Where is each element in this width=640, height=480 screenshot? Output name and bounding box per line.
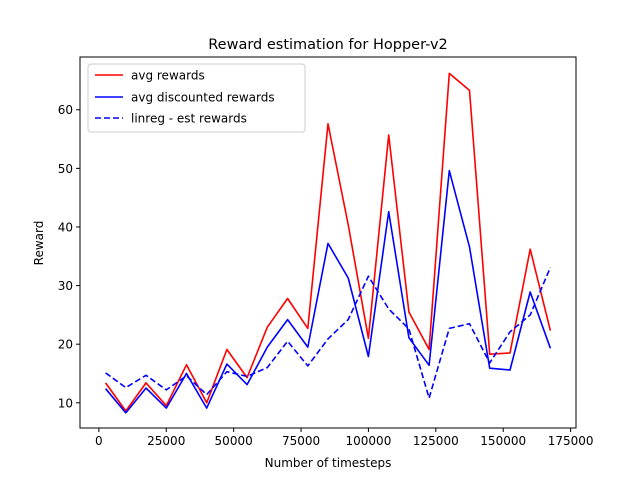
series-line-avg-rewards [104,72,552,412]
x-tick-label: 125000 [413,434,459,448]
x-tick-label: 150000 [480,434,526,448]
x-tick-label: 100000 [346,434,392,448]
legend-label-avg-rewards: avg rewards [131,69,205,83]
y-tick-label: 40 [58,220,73,234]
y-tick-label: 30 [58,279,73,293]
legend-label-linreg-est-rewards: linreg - est rewards [131,112,247,126]
y-axis-label: Reward [32,221,46,266]
legend: avg rewards avg discounted rewards linre… [87,63,306,133]
series-layer [104,72,552,414]
x-tick-label: 25000 [147,434,185,448]
y-tick-label: 20 [58,338,73,352]
plot-frame [79,56,577,429]
legend-box [87,63,306,133]
x-tick-label: 75000 [282,434,320,448]
series-line-linreg-est-rewards [105,267,552,399]
x-tick-label: 175000 [548,434,594,448]
legend-label-avg-discounted-rewards: avg discounted rewards [131,91,275,105]
y-axis-ticks: 10 20 30 40 50 60 [58,103,80,410]
y-tick-label: 50 [58,162,73,176]
x-tick-label: 0 [95,434,103,448]
y-tick-label: 60 [58,103,73,117]
x-axis-label: Number of timesteps [265,456,392,470]
series-line-avg-discounted-rewards [104,169,552,414]
x-axis-ticks: 0 25000 50000 75000 100000 125000 150000 175000 [95,428,594,448]
x-tick-label: 50000 [215,434,253,448]
y-tick-label: 10 [58,396,73,410]
chart-title: Reward estimation for Hopper-v2 [208,37,448,53]
